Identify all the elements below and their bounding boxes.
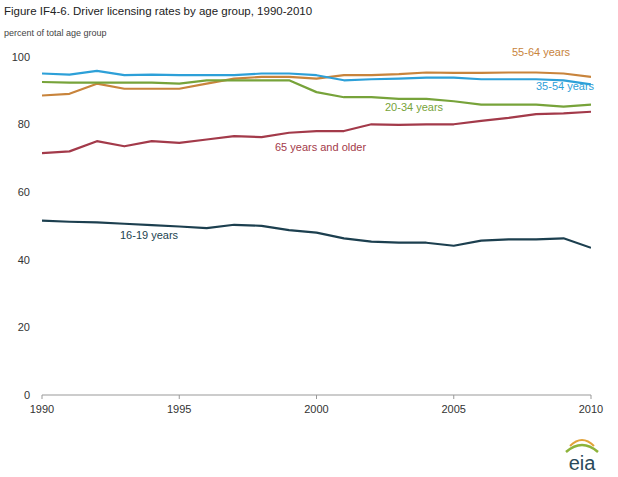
y-tick-label: 80 (18, 118, 30, 130)
series-label: 65 years and older (275, 141, 366, 153)
x-tick-label: 2010 (579, 403, 603, 415)
y-tick-label: 20 (18, 321, 30, 333)
x-tick (42, 395, 43, 399)
x-tick (453, 395, 454, 399)
x-tick (591, 395, 592, 399)
series-line (42, 112, 591, 153)
y-axis-label: percent of total age group (4, 28, 107, 38)
y-tick (34, 327, 36, 328)
series-label: 16-19 years (120, 229, 179, 241)
y-tick-label: 0 (24, 389, 30, 401)
series-line (42, 221, 591, 248)
series-label: 55-64 years (512, 46, 571, 58)
y-tick (34, 395, 36, 396)
y-tick (34, 191, 36, 192)
series-label: 20-34 years (385, 101, 444, 113)
logo: eia (569, 452, 597, 474)
chart: Figure IF4-6. Driver licensing rates by … (0, 0, 618, 477)
title: Figure IF4-6. Driver licensing rates by … (4, 5, 312, 17)
y-tick-label: 60 (18, 186, 30, 198)
plot-area (42, 71, 591, 248)
x-tick-label: 2005 (442, 403, 466, 415)
x-tick (316, 395, 317, 399)
y-tick (34, 259, 36, 260)
y-tick (34, 124, 36, 125)
x-tick-label: 1990 (30, 403, 54, 415)
logo-arc (570, 440, 594, 446)
series-label: 35-54 years (536, 80, 595, 92)
y-tick-label: 40 (18, 254, 30, 266)
series-line (42, 80, 591, 106)
x-tick-label: 1995 (167, 403, 191, 415)
x-tick-label: 2000 (304, 403, 328, 415)
x-tick (179, 395, 180, 399)
y-tick-label: 100 (12, 51, 30, 63)
y-tick (34, 56, 36, 57)
